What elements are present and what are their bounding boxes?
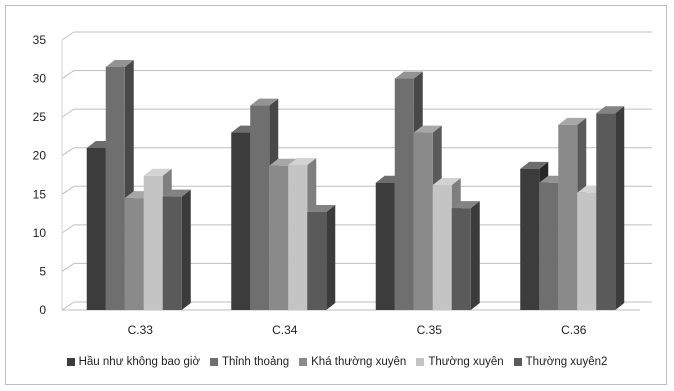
y-tick-label: 35 [33,33,47,47]
gridline-side [61,147,75,157]
gridline-side [61,224,75,234]
legend-item: Khá thường xuyên [299,356,406,368]
bar [432,185,452,310]
gridline-side [61,301,75,311]
bar-side [615,106,625,311]
bar [162,196,182,310]
x-tick-label: C.33 [128,323,154,337]
bar-top [596,106,625,114]
y-tick-label: 30 [33,72,47,86]
bar-top [520,161,549,169]
bar [143,175,163,310]
gridline-side [61,108,75,118]
legend-label: Thường xuyên2 [525,356,608,368]
bar [86,148,106,310]
gridline-side [61,263,75,272]
y-tick-label: 25 [33,110,47,124]
bar-top [162,189,191,197]
bar [124,198,144,310]
x-tick-label: C.35 [417,323,443,337]
legend-swatch [299,358,308,366]
legend-item: Thỉnh thoảng [210,356,289,368]
bar [231,132,251,310]
bar-side [470,201,480,310]
bar [307,212,327,310]
bar-top [143,168,172,176]
legend-item: Hầu như không bao giờ [66,356,200,368]
bar [269,165,289,310]
bar [375,182,395,310]
legend-item: Thường xuyên [416,356,504,368]
x-tick-label: C.36 [561,323,587,337]
y-tick-label: 10 [33,226,47,240]
gridline-side [61,185,75,195]
legend-label: Thỉnh thoảng [222,356,290,368]
bar-top [307,205,336,213]
bar [596,113,616,311]
bar-top [558,117,587,125]
bar-side [181,189,191,310]
bar [451,208,471,310]
legend-label: Khá thường xuyên [311,356,407,368]
bar-top [250,98,279,106]
legend-swatch [513,358,522,366]
bar-top [413,125,442,133]
bar-top [394,71,423,79]
chart-legend: Hầu như không bao giờ Thỉnh thoảng Khá thư… [0,356,674,368]
bar [539,182,559,310]
bar [558,124,578,310]
bar [288,164,308,310]
legend-label: Hầu như không bao giờ [78,356,200,368]
legend-swatch [66,358,75,366]
bar [577,192,597,310]
gridline-side [61,31,75,41]
gridline-side [61,70,75,79]
y-tick-label: 5 [39,264,46,278]
legend-swatch [416,358,425,366]
legend-item: Thường xuyên2 [513,356,608,368]
bar-top [432,178,461,186]
bar [105,67,125,310]
legend-label: Thường xuyên [428,356,504,368]
bar-top [451,201,480,209]
bar-side [326,205,336,310]
y-tick-label: 20 [33,149,47,163]
bar [250,105,270,310]
x-tick-label: C.34 [272,323,298,337]
y-tick-label: 15 [33,187,47,201]
bar-top [288,157,317,165]
bar [413,132,433,310]
bar-top [105,60,134,67]
y-tick-label: 0 [39,303,46,317]
bar [394,78,414,310]
bar [520,168,540,310]
legend-swatch [210,358,218,366]
